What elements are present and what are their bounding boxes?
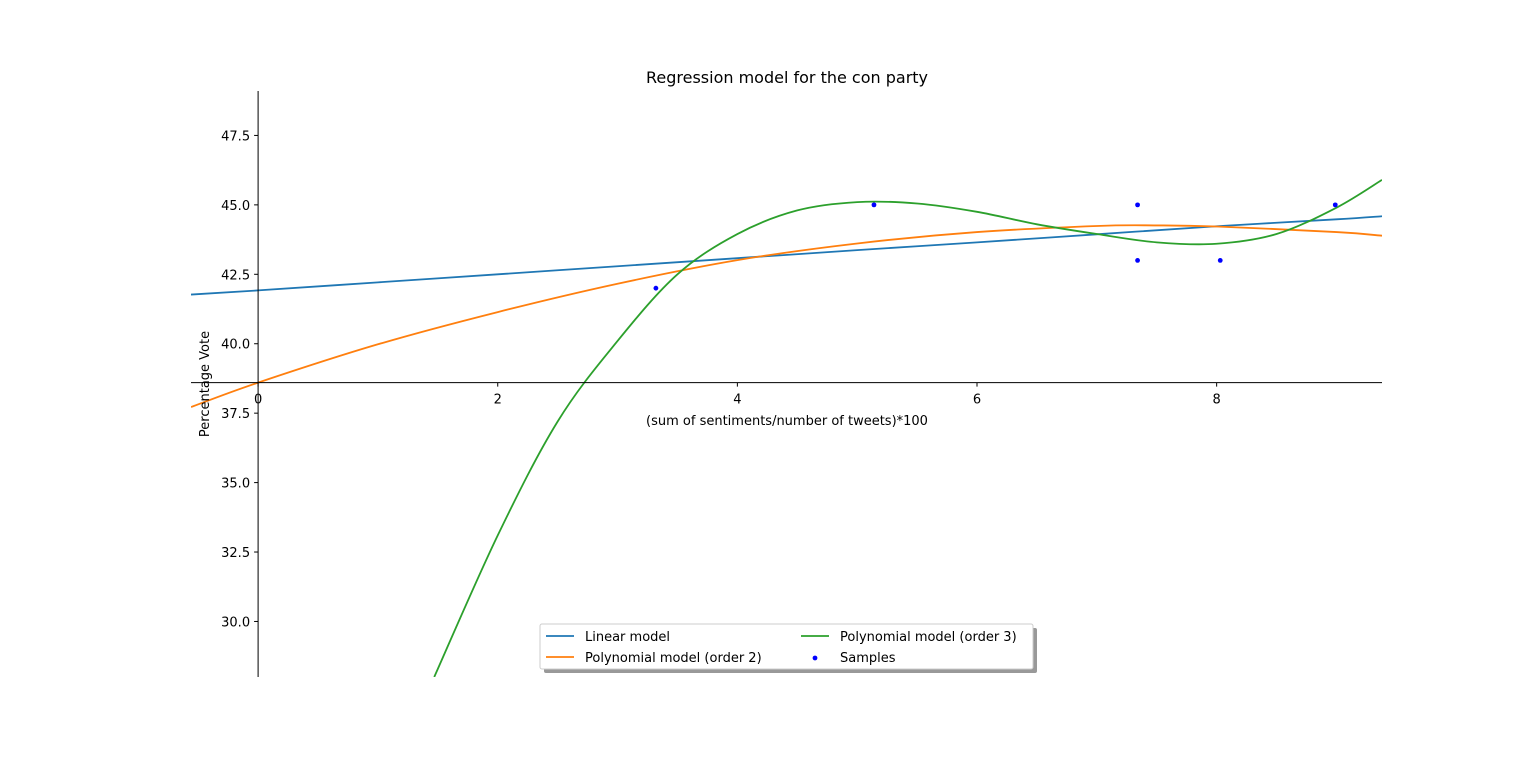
x-axis-label: (sum of sentiments/number of tweets)*100 [646, 414, 928, 429]
sample-point [871, 202, 877, 208]
y-tick-label: 30.0 [221, 615, 250, 630]
chart-title: Regression model for the con party [646, 68, 928, 87]
legend-label-samples: Samples [840, 651, 896, 666]
legend-box [539, 623, 1034, 670]
y-tick-label: 35.0 [221, 477, 250, 492]
sample-point [1217, 258, 1223, 263]
sample-point [1135, 258, 1140, 263]
polynomial-order3-line [433, 179, 1382, 677]
legend-label-linear: Linear model [585, 630, 670, 645]
x-tick-label: 8 [1213, 393, 1221, 408]
y-axis-label: Percentage Vote [198, 331, 213, 437]
y-tick-label: 32.5 [221, 546, 250, 561]
linear-model-line [191, 215, 1382, 296]
sample-point [1332, 202, 1338, 208]
legend-swatch-samples [812, 655, 818, 661]
polynomial-order2-line [191, 224, 1382, 408]
axes: 0 2 4 6 8 30.0 32.5 35.0 37.5 40.0 42.5 45.0 47.5 [191, 91, 1382, 677]
legend-label-poly3: Polynomial model (order 3) [840, 630, 1017, 645]
sample-point [1135, 202, 1140, 208]
legend: Linear model Polynomial model (order 2) … [539, 623, 1037, 673]
x-tick-label: 0 [254, 393, 262, 408]
y-tick-label: 45.0 [221, 199, 250, 214]
legend-label-poly2: Polynomial model (order 2) [585, 651, 762, 666]
regression-lines [191, 179, 1382, 677]
x-tick-label: 4 [733, 393, 741, 408]
y-tick-label: 42.5 [221, 268, 250, 283]
y-tick-label: 47.5 [221, 129, 250, 144]
y-tick-label: 40.0 [221, 338, 250, 353]
y-tick-label: 37.5 [221, 407, 250, 422]
x-tick-label: 6 [973, 393, 981, 408]
sample-point [653, 285, 659, 291]
sample-points [653, 202, 1338, 291]
x-tick-label: 2 [494, 393, 502, 408]
